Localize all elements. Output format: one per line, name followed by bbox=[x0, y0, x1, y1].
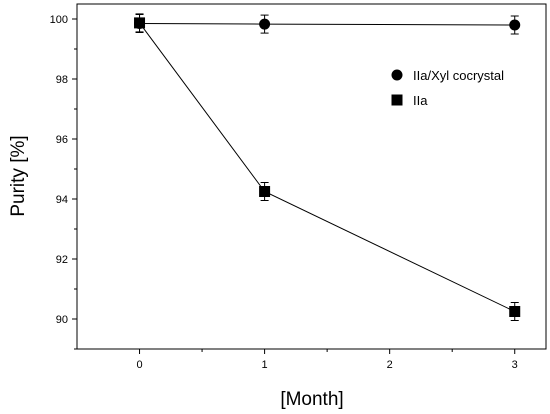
data-point-square bbox=[391, 94, 403, 106]
legend: IIa/Xyl cocrystal IIa bbox=[391, 68, 504, 108]
y-tick-label: 94 bbox=[56, 194, 68, 206]
series-1 bbox=[134, 14, 521, 35]
y-tick-label: 100 bbox=[50, 14, 68, 26]
x-tick-label: 0 bbox=[136, 359, 142, 371]
x-axis: 0 1 2 3 bbox=[136, 349, 518, 371]
data-point-circle bbox=[509, 19, 521, 31]
data-point-square bbox=[509, 306, 521, 317]
y-tick-label: 92 bbox=[56, 254, 68, 266]
series-layer bbox=[134, 13, 521, 321]
series-2 bbox=[134, 13, 521, 321]
x-tick-label: 3 bbox=[512, 359, 518, 371]
y-tick-label: 96 bbox=[56, 134, 68, 146]
series-line bbox=[139, 22, 515, 312]
x-tick-label: 1 bbox=[262, 359, 268, 371]
legend-item: IIa/Xyl cocrystal bbox=[391, 68, 504, 83]
data-point-circle bbox=[259, 18, 271, 30]
data-point-square bbox=[259, 186, 271, 197]
x-tick-label: 2 bbox=[387, 359, 393, 371]
data-point-circle bbox=[391, 69, 403, 81]
legend-label: IIa bbox=[413, 93, 428, 108]
y-axis: 90 92 94 96 98 100 bbox=[50, 14, 77, 350]
plot-border bbox=[76, 3, 547, 350]
data-point-square bbox=[134, 17, 146, 29]
y-tick-label: 90 bbox=[56, 314, 68, 326]
y-tick-label: 98 bbox=[56, 74, 68, 86]
y-axis-title: Purity [%] bbox=[8, 135, 29, 216]
plot-frame bbox=[76, 3, 547, 350]
series-line bbox=[139, 23, 515, 26]
legend-label: IIa/Xyl cocrystal bbox=[413, 68, 504, 83]
x-axis-title: [Month] bbox=[280, 389, 343, 410]
legend-item: IIa bbox=[391, 93, 428, 108]
